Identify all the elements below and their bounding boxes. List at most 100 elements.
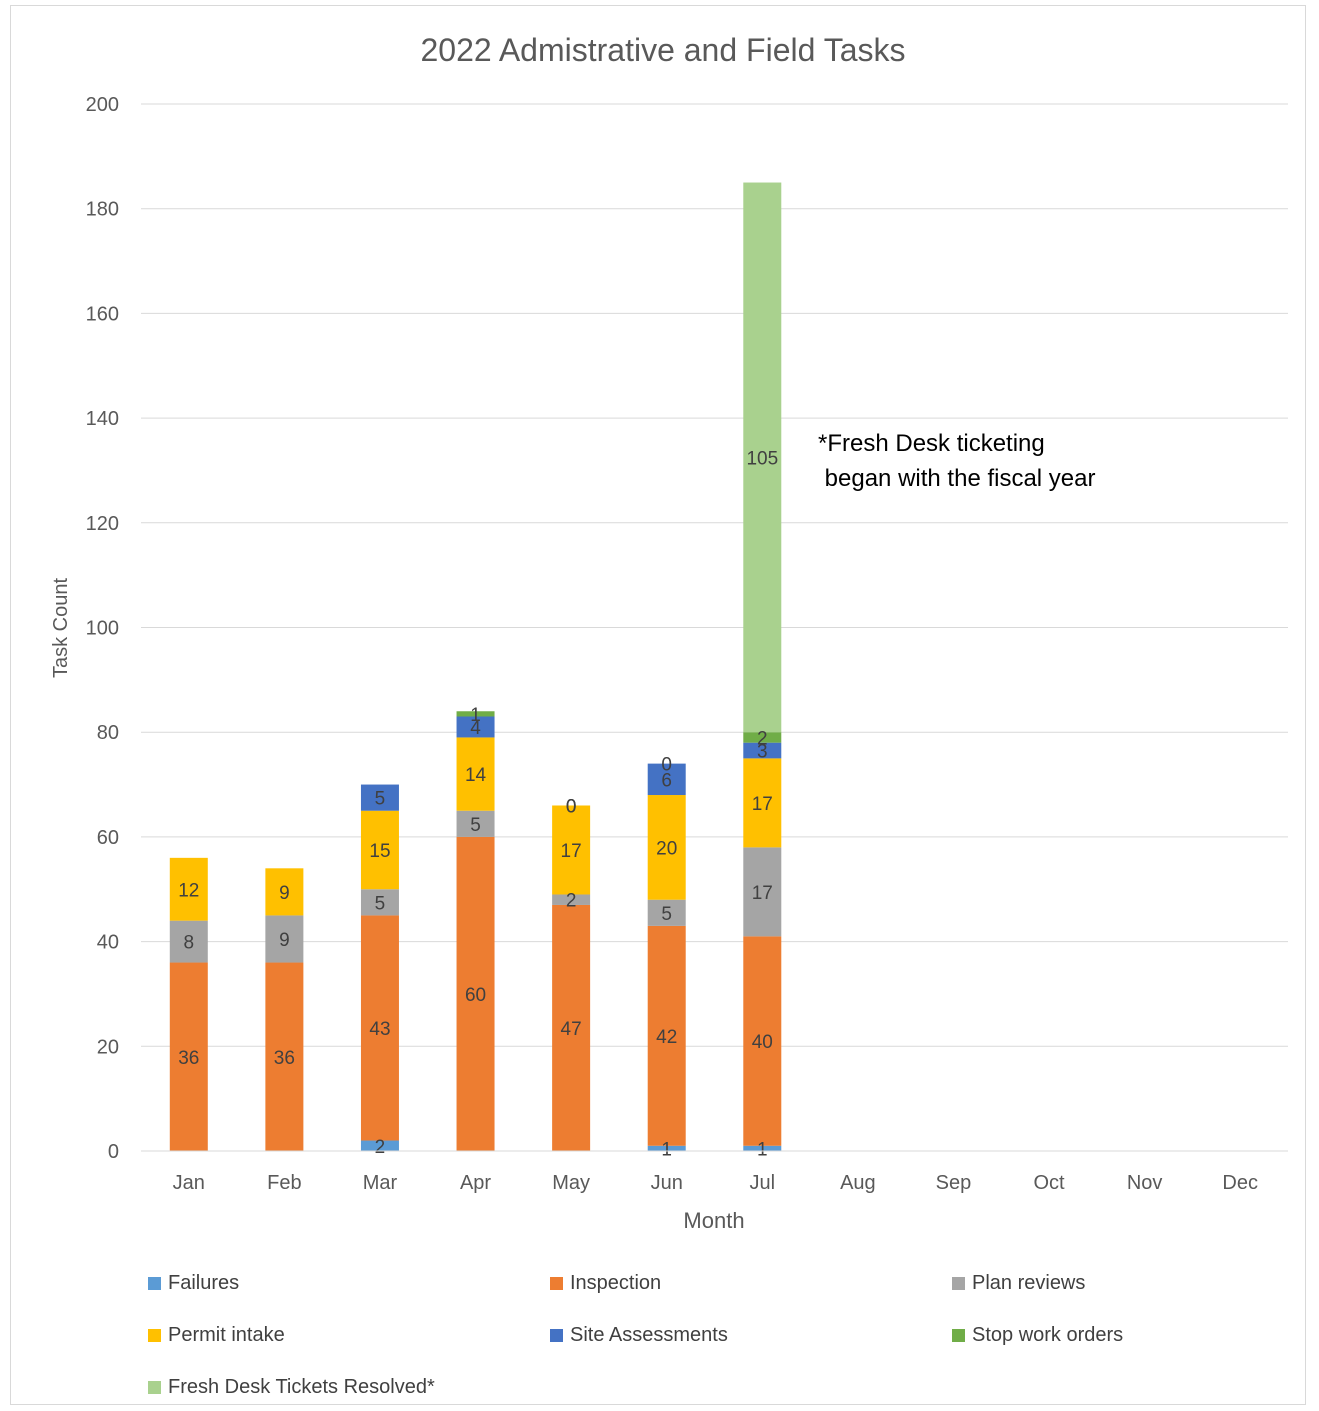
legend-label: Stop work orders — [972, 1324, 1124, 1346]
y-axis-ticks: 0 20 40 60 80 100 120 140 160 180 200 — [86, 94, 119, 1163]
data-label: 0 — [566, 796, 577, 817]
y-tick-label: 80 — [97, 722, 119, 744]
chart-annotation: *Fresh Desk ticketing began with the fis… — [818, 430, 1096, 492]
data-label: 1 — [757, 1139, 768, 1160]
data-label: 5 — [375, 893, 386, 914]
bar-segment — [169, 962, 208, 1151]
bar-segment — [360, 810, 399, 890]
bar-segment — [743, 732, 782, 743]
x-tick-label: Aug — [840, 1172, 876, 1194]
data-label: 36 — [178, 1048, 199, 1069]
legend-swatch — [148, 1277, 161, 1290]
legend-item: Failures — [148, 1272, 239, 1295]
data-label: 8 — [184, 933, 195, 954]
bar-segment — [456, 711, 495, 717]
y-tick-label: 40 — [97, 932, 119, 954]
y-tick-label: 100 — [86, 618, 119, 640]
x-tick-label: Sep — [936, 1172, 972, 1194]
legend-label: Failures — [168, 1272, 240, 1294]
x-tick-label: Apr — [460, 1172, 491, 1194]
data-label: 40 — [752, 1032, 773, 1053]
bar-segment — [265, 962, 304, 1151]
data-label: 2 — [757, 728, 768, 749]
data-label: 60 — [465, 985, 486, 1006]
x-tick-label: Mar — [363, 1172, 398, 1194]
chart-title: 2022 Admistrative and Field Tasks — [421, 32, 906, 68]
bar-segment — [743, 936, 782, 1146]
legend-swatch — [148, 1329, 161, 1342]
data-label: 0 — [661, 755, 672, 776]
data-label: 2 — [566, 891, 577, 912]
data-label: 5 — [375, 789, 386, 810]
data-label: 15 — [369, 841, 390, 862]
bar-segment — [743, 758, 782, 848]
bar-segment — [647, 795, 686, 900]
legend-item: Permit intake — [148, 1324, 285, 1347]
data-label: 47 — [561, 1019, 582, 1040]
bar-segment — [360, 784, 399, 811]
x-tick-label: Feb — [267, 1172, 301, 1194]
bar-segment — [456, 810, 495, 837]
data-label: 2 — [375, 1137, 386, 1158]
y-tick-label: 140 — [86, 408, 119, 430]
y-tick-label: 0 — [108, 1141, 119, 1163]
x-tick-label: Dec — [1222, 1172, 1258, 1194]
bar-segment — [265, 868, 304, 916]
legend-label: Plan reviews — [972, 1272, 1086, 1294]
data-label: 12 — [178, 880, 199, 901]
bars — [169, 182, 782, 1151]
chart-frame — [10, 5, 1306, 1405]
bar-segment — [647, 763, 686, 796]
bar-segment — [743, 182, 782, 733]
y-tick-label: 120 — [86, 513, 119, 535]
bar-segment — [360, 915, 399, 1141]
data-label: 3 — [757, 742, 768, 763]
data-label: 9 — [279, 930, 290, 951]
bar-segment — [169, 920, 208, 963]
data-label: 1 — [470, 705, 481, 726]
x-tick-label: Oct — [1033, 1172, 1065, 1194]
x-tick-label: Jul — [750, 1172, 776, 1194]
bar-segment — [456, 836, 495, 1151]
data-label: 36 — [274, 1048, 295, 1069]
y-tick-label: 200 — [86, 94, 119, 116]
legend-label: Permit intake — [168, 1324, 285, 1346]
data-label: 42 — [656, 1027, 677, 1048]
y-axis-title: Task Count — [50, 578, 72, 678]
data-label: 17 — [561, 841, 582, 862]
data-label: 5 — [661, 904, 672, 925]
legend-item: Site Assessments — [550, 1324, 728, 1347]
bar-segment — [552, 805, 591, 895]
legend-label: Inspection — [570, 1272, 662, 1294]
x-tick-label: Jun — [651, 1172, 683, 1194]
x-axis-ticks: Jan Feb Mar Apr May Jun Jul Aug Sep Oct Nov Dec — [141, 1150, 1288, 1194]
data-label: 105 — [746, 448, 778, 469]
data-label: 4 — [470, 718, 481, 739]
bar-segment — [743, 1145, 782, 1151]
bar-segment — [647, 925, 686, 1146]
legend-item: Inspection — [550, 1272, 661, 1295]
x-tick-label: Nov — [1127, 1172, 1163, 1194]
bar-segment — [169, 857, 208, 921]
legend-label: Fresh Desk Tickets Resolved* — [168, 1376, 435, 1398]
data-label: 43 — [369, 1019, 390, 1040]
data-label: 20 — [656, 838, 677, 859]
bar-segment — [360, 889, 399, 916]
data-label: 14 — [465, 765, 487, 786]
bar-segment — [265, 915, 304, 963]
x-tick-label: May — [552, 1172, 590, 1194]
data-label: 17 — [752, 794, 773, 815]
legend-swatch — [148, 1381, 161, 1394]
data-label: 9 — [279, 883, 290, 904]
legend-swatch — [952, 1329, 965, 1342]
bar-segment — [456, 716, 495, 738]
legend-item: Fresh Desk Tickets Resolved* — [148, 1376, 435, 1399]
bar-segment — [743, 742, 782, 759]
legend-label: Site Assessments — [570, 1324, 728, 1346]
bar-segment — [552, 894, 591, 905]
legend-swatch — [952, 1277, 965, 1290]
data-label: 5 — [470, 815, 481, 836]
data-label: 17 — [752, 883, 773, 904]
legend-item: Plan reviews — [952, 1272, 1085, 1295]
